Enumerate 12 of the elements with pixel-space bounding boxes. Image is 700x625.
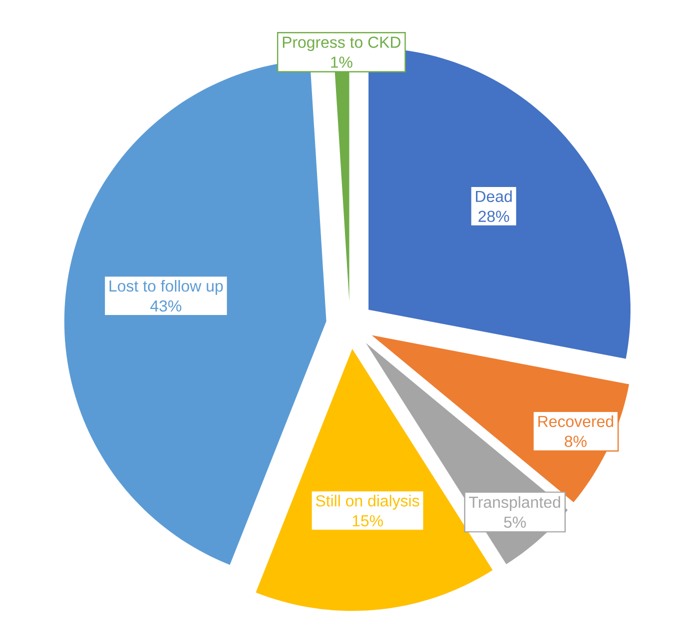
slice-label: Progress to CKD	[282, 36, 400, 52]
data-label: 28%	[478, 210, 510, 222]
data-label: 1%	[331, 56, 352, 68]
data-label: 5%	[504, 516, 526, 528]
slice-label: Transplanted	[469, 496, 560, 512]
slice-label: Dead	[476, 190, 512, 202]
slice-label: Recovered	[538, 415, 614, 428]
data-label: 8%	[564, 436, 587, 448]
data-label: 43%	[150, 300, 182, 312]
slice-label: Lost to follow up	[110, 280, 223, 295]
data-label: 15%	[352, 515, 383, 526]
slice-label: Still on dialysis	[316, 494, 420, 510]
